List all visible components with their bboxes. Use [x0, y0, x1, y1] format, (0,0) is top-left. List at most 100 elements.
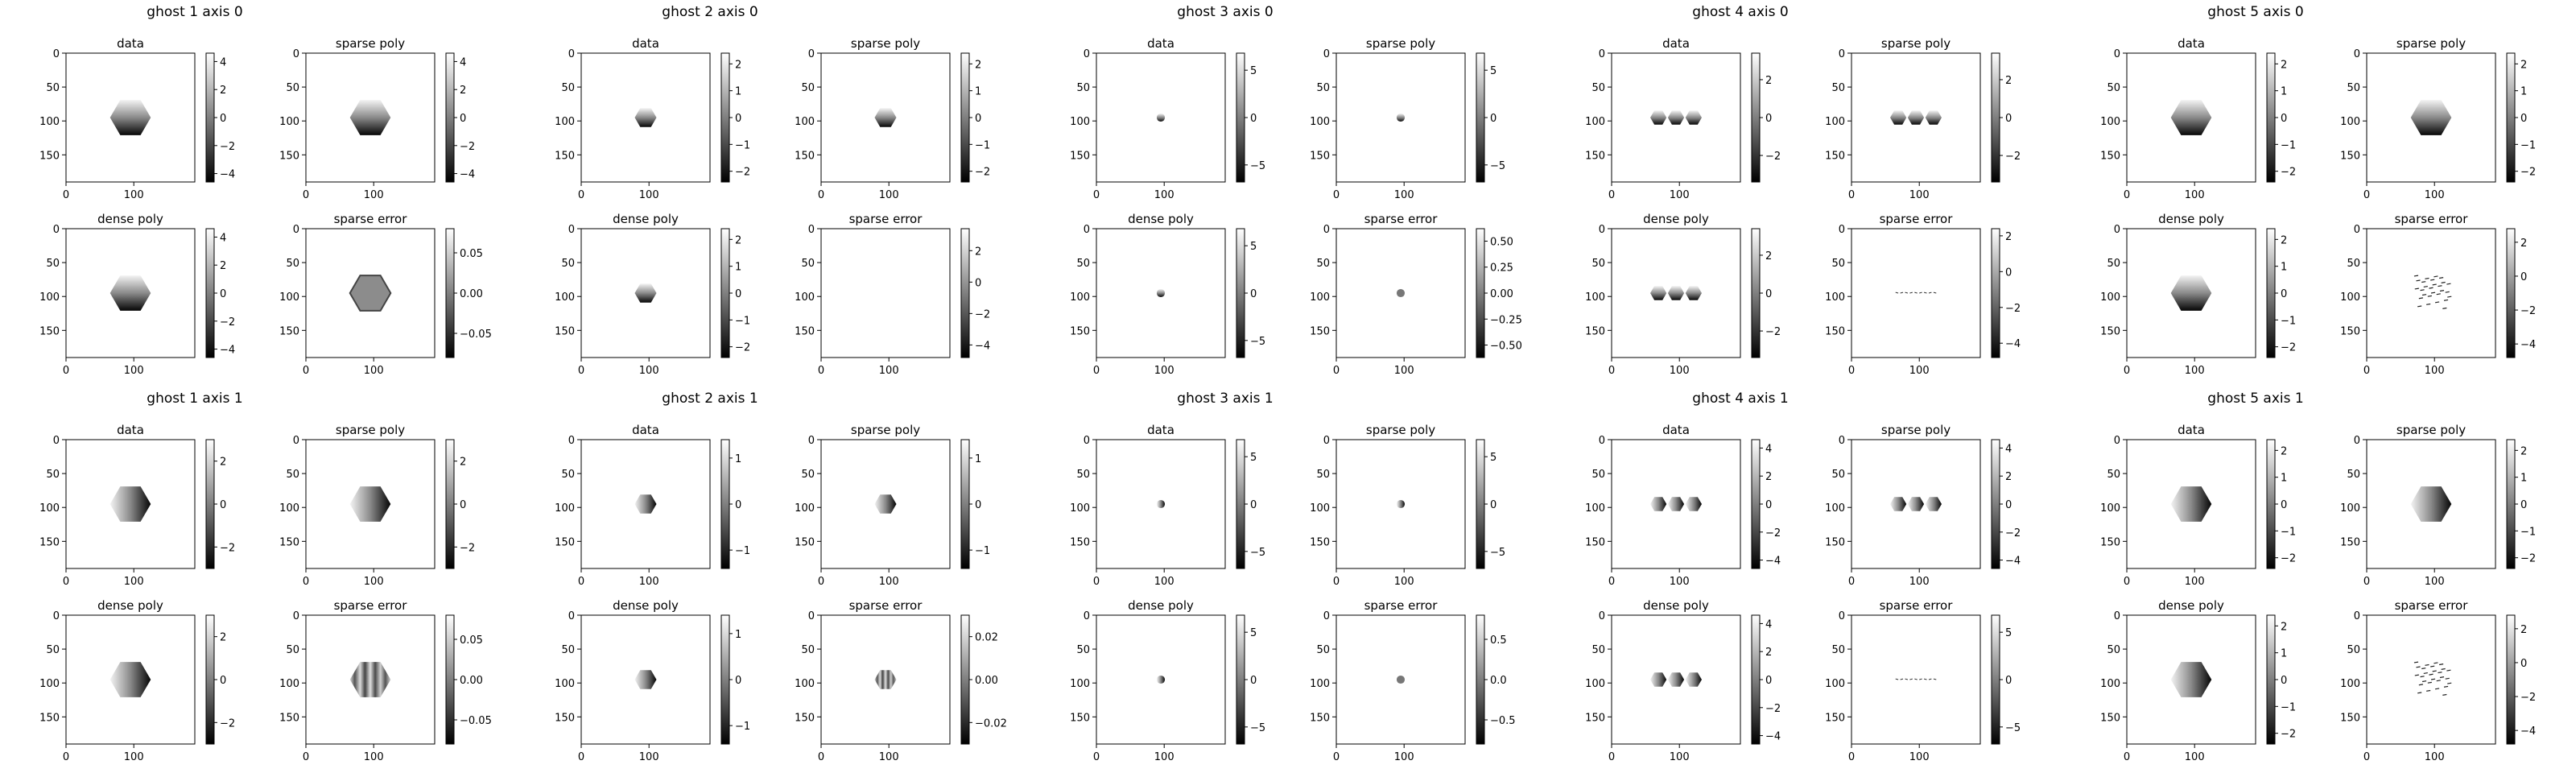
subplot: data 0 50 100 150 0 100 1 0 −1 [555, 423, 750, 588]
y-tick-label: 150 [555, 712, 575, 724]
subplot-title: data [2178, 36, 2205, 51]
colorbar-tick-label: −4 [1765, 556, 1781, 568]
y-tick-label: 50 [801, 258, 815, 270]
colorbar-tick-label: −4 [220, 169, 235, 181]
hexagon-region [1890, 497, 1907, 511]
colorbar [2506, 228, 2516, 358]
colorbar-tick-label: 2 [975, 59, 981, 71]
colorbar-tick-label: 1 [735, 86, 741, 98]
y-tick-label: 50 [46, 82, 60, 94]
x-tick-label: 0 [1093, 365, 1100, 377]
y-tick-label: 50 [2107, 82, 2120, 94]
colorbar-tick-label: 5 [2005, 627, 2012, 639]
y-tick-label: 100 [1070, 502, 1090, 515]
y-tick-label: 0 [1323, 610, 1330, 622]
x-tick-label: 100 [124, 576, 144, 588]
image-content [1396, 499, 1406, 509]
colorbar-tick-label: 0 [1250, 288, 1257, 300]
hexagon-region [634, 494, 657, 514]
y-tick-label: 50 [561, 469, 575, 481]
subplot: sparse poly 0 50 100 150 0 100 2 1 0 −1 −2 [795, 36, 990, 201]
subplot-title: sparse poly [336, 423, 405, 437]
image-content [1156, 113, 1166, 122]
colorbar-tick-label: 5 [1250, 627, 1257, 639]
streak [1933, 678, 1937, 680]
colorbar [1751, 228, 1761, 358]
colorbar-tick-label: 1 [735, 262, 741, 274]
colorbar-tick-label: 1 [735, 453, 741, 465]
noise-stroke [2413, 275, 2419, 277]
y-tick-label: 100 [795, 678, 815, 690]
colorbar-tick-label: 1 [2520, 473, 2527, 485]
axes-frame [1851, 228, 1981, 358]
axes-frame [580, 228, 711, 358]
colorbar [960, 614, 970, 745]
colorbar-tick-label: 0 [2520, 658, 2527, 670]
subplot-title: sparse error [849, 212, 923, 226]
subplot-title: data [1147, 423, 1174, 437]
subplot-title: dense poly [97, 598, 163, 613]
x-tick-label: 100 [2425, 576, 2445, 588]
colorbar-tick-label: 0 [2520, 499, 2527, 511]
colorbar-tick-label: 0.00 [460, 288, 483, 300]
y-tick-label: 150 [1310, 536, 1330, 548]
x-tick-label: 100 [639, 576, 659, 588]
axes-frame [305, 52, 436, 183]
x-tick-label: 0 [1093, 751, 1100, 763]
colorbar-tick-label: −2 [2005, 303, 2021, 315]
subplot: data 0 50 100 150 0 100 2 0 −2 [1585, 36, 1781, 201]
y-tick-label: 50 [2107, 258, 2120, 270]
blob-region [1396, 288, 1406, 298]
subplot-title: data [117, 423, 144, 437]
colorbar-tick-label: 1 [2281, 473, 2287, 485]
x-tick-label: 100 [1909, 365, 1930, 377]
noise-stroke [2446, 283, 2451, 285]
x-tick-label: 100 [1154, 189, 1174, 201]
colorbar-tick-label: 1 [2281, 262, 2287, 274]
subplot-title: sparse error [849, 598, 923, 613]
group-title: ghost 4 axis 1 [1692, 391, 1788, 407]
colorbar-tick-label: −1 [2281, 139, 2296, 151]
x-tick-label: 0 [578, 365, 584, 377]
colorbar-tick-label: 2 [220, 85, 226, 97]
y-tick-label: 100 [2340, 116, 2360, 128]
noise-stroke [2430, 665, 2435, 668]
x-tick-label: 100 [1394, 365, 1414, 377]
subplot: sparse error 0 50 100 150 0 100 0.05 0.00 −0.05 [279, 598, 492, 763]
subplot-title: data [1662, 36, 1690, 51]
colorbar-tick-label: 4 [2005, 443, 2012, 455]
y-tick-label: 150 [1825, 325, 1845, 337]
colorbar-tick-label: −2 [460, 141, 475, 153]
colorbar-tick-label: 0.25 [1490, 262, 1513, 275]
hexagon-region [2410, 100, 2452, 135]
group-title: ghost 2 axis 1 [662, 391, 758, 407]
subplot: sparse error 0 50 100 150 0 100 0.05 0.00 −0.05 [279, 212, 492, 377]
colorbar [960, 52, 970, 183]
subplot: dense poly 0 50 100 150 0 100 2 1 0 −1 −2 [2100, 212, 2296, 377]
y-tick-label: 150 [1070, 536, 1090, 548]
noise-stroke [2438, 285, 2442, 287]
image-content [2410, 100, 2452, 135]
subplot-title: sparse poly [1881, 36, 1951, 51]
blob-region [1156, 113, 1166, 122]
y-tick-label: 150 [1070, 150, 1090, 162]
colorbar-tick-label: 0.00 [975, 675, 998, 687]
colorbar-tick-label: 0 [220, 113, 226, 125]
y-tick-label: 50 [286, 469, 299, 481]
y-tick-label: 50 [561, 644, 575, 656]
colorbar [1751, 614, 1761, 745]
x-tick-label: 100 [2425, 365, 2445, 377]
subplot-title: data [117, 36, 144, 51]
y-tick-label: 50 [2347, 469, 2360, 481]
y-tick-label: 100 [2100, 291, 2120, 304]
noise-stroke [2421, 281, 2426, 283]
axes-frame [1335, 439, 1466, 569]
axes-frame [580, 52, 711, 183]
colorbar-tick-label: −5 [1250, 160, 1265, 172]
y-tick-label: 50 [286, 258, 299, 270]
hexagon-region [1685, 497, 1702, 511]
y-tick-label: 50 [2347, 82, 2360, 94]
subplot-title: sparse error [334, 598, 408, 613]
